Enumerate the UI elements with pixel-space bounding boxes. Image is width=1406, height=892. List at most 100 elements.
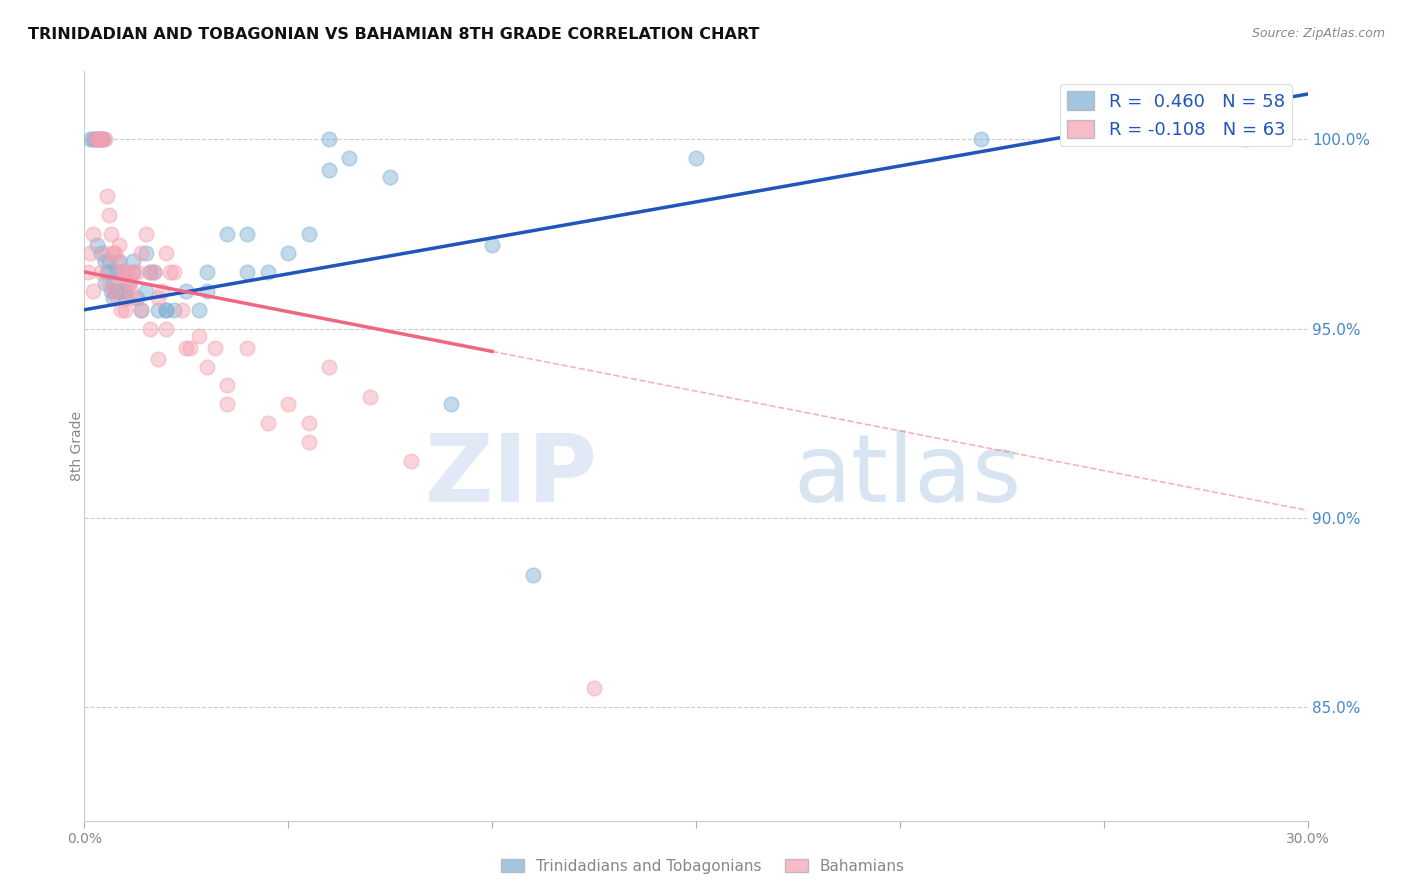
Point [146, 292, 169, 306]
Point [105, 292, 128, 306]
Point [277, 397, 299, 411]
Point [90, 132, 112, 146]
Point [522, 567, 544, 582]
Point [83, 132, 105, 146]
Point [100, 227, 122, 241]
Point [118, 277, 141, 291]
Point [87, 132, 110, 146]
Point [93, 246, 115, 260]
Point [114, 292, 136, 306]
Point [114, 284, 136, 298]
Point [131, 302, 153, 317]
Point [79, 132, 101, 146]
Point [120, 284, 142, 298]
Point [77, 265, 100, 279]
Point [104, 284, 127, 298]
Point [138, 265, 160, 279]
Point [277, 246, 299, 260]
Point [122, 265, 145, 279]
Point [217, 378, 239, 392]
Point [101, 277, 124, 291]
Point [970, 132, 993, 146]
Point [112, 284, 135, 298]
Point [90, 265, 112, 279]
Point [135, 284, 157, 298]
Point [131, 302, 153, 317]
Point [112, 277, 135, 291]
Point [195, 284, 218, 298]
Point [122, 265, 145, 279]
Point [86, 132, 108, 146]
Point [127, 292, 149, 306]
Point [155, 302, 177, 317]
Point [114, 302, 136, 317]
Text: ZIP: ZIP [425, 430, 598, 522]
Point [97, 253, 120, 268]
Point [298, 435, 321, 450]
Point [163, 302, 186, 317]
Point [179, 341, 201, 355]
Point [105, 253, 128, 268]
Point [93, 253, 115, 268]
Point [187, 302, 209, 317]
Point [155, 302, 177, 317]
Text: atlas: atlas [794, 430, 1022, 522]
Point [440, 397, 463, 411]
Point [91, 132, 114, 146]
Point [318, 162, 340, 177]
Point [104, 246, 127, 260]
Point [155, 246, 177, 260]
Point [142, 265, 165, 279]
Point [93, 277, 115, 291]
Point [163, 265, 186, 279]
Y-axis label: 8th Grade: 8th Grade [70, 411, 84, 481]
Point [399, 454, 422, 468]
Point [101, 284, 124, 298]
Point [685, 152, 707, 166]
Point [86, 238, 108, 252]
Point [82, 284, 104, 298]
Point [82, 132, 104, 146]
Point [97, 265, 120, 279]
Point [97, 208, 120, 222]
Point [172, 302, 194, 317]
Point [298, 227, 321, 241]
Point [257, 265, 280, 279]
Point [583, 681, 606, 696]
Point [138, 321, 160, 335]
Point [127, 265, 149, 279]
Legend: Trinidadians and Tobagonians, Bahamians: Trinidadians and Tobagonians, Bahamians [495, 853, 911, 880]
Point [339, 152, 361, 166]
Point [114, 265, 136, 279]
Point [91, 132, 114, 146]
Point [105, 284, 128, 298]
Point [380, 170, 402, 185]
Point [174, 341, 197, 355]
Point [90, 132, 112, 146]
Point [174, 284, 197, 298]
Point [118, 277, 141, 291]
Point [159, 265, 181, 279]
Text: Source: ZipAtlas.com: Source: ZipAtlas.com [1251, 27, 1385, 40]
Point [318, 132, 340, 146]
Point [90, 246, 112, 260]
Point [146, 351, 169, 366]
Point [115, 265, 138, 279]
Point [481, 238, 503, 252]
Point [83, 132, 105, 146]
Point [110, 265, 132, 279]
Point [108, 253, 131, 268]
Point [138, 265, 160, 279]
Point [1236, 132, 1258, 146]
Point [195, 359, 218, 374]
Point [86, 132, 108, 146]
Point [97, 277, 120, 291]
Point [217, 227, 239, 241]
Point [146, 302, 169, 317]
Point [79, 246, 101, 260]
Point [236, 265, 259, 279]
Point [217, 397, 239, 411]
Point [105, 265, 128, 279]
Point [318, 359, 340, 374]
Point [187, 329, 209, 343]
